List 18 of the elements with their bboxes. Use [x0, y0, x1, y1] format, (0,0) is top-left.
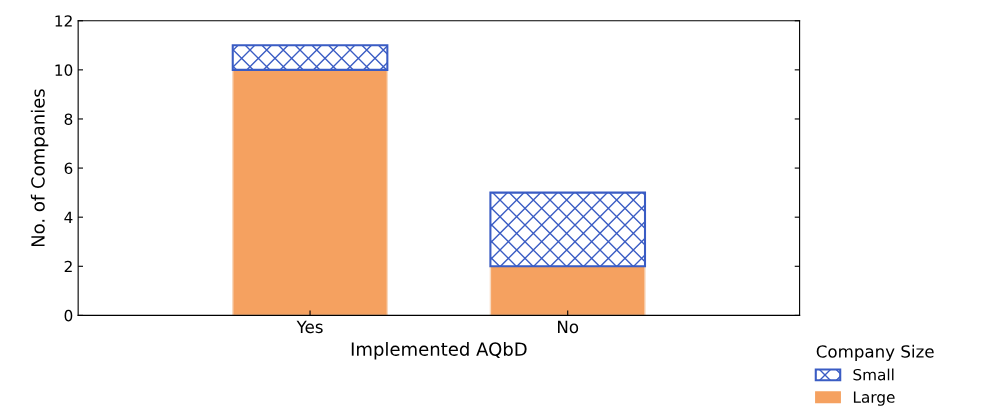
y-tick-label: 4	[64, 211, 73, 223]
x-tick-label: Yes	[296, 320, 323, 334]
y-tick-label: 10	[55, 64, 73, 76]
legend-label: Small	[853, 368, 894, 381]
bar	[489, 191, 647, 268]
y-axis-title: No. of Companies	[30, 89, 49, 247]
y-tick-label: 12	[55, 15, 72, 27]
y-tick-label: 8	[64, 113, 73, 125]
bar	[489, 265, 646, 316]
legend-label: Large	[853, 391, 895, 406]
y-tick-label: 2	[64, 260, 72, 273]
y-tick-label: 0	[64, 309, 73, 322]
bar	[232, 69, 389, 316]
bar	[231, 44, 389, 71]
x-axis-title: Implemented AQbD	[351, 341, 527, 360]
x-tick-label: No	[558, 320, 579, 334]
legend-title: Company Size	[816, 344, 934, 361]
y-tick-label: 6	[64, 162, 73, 175]
